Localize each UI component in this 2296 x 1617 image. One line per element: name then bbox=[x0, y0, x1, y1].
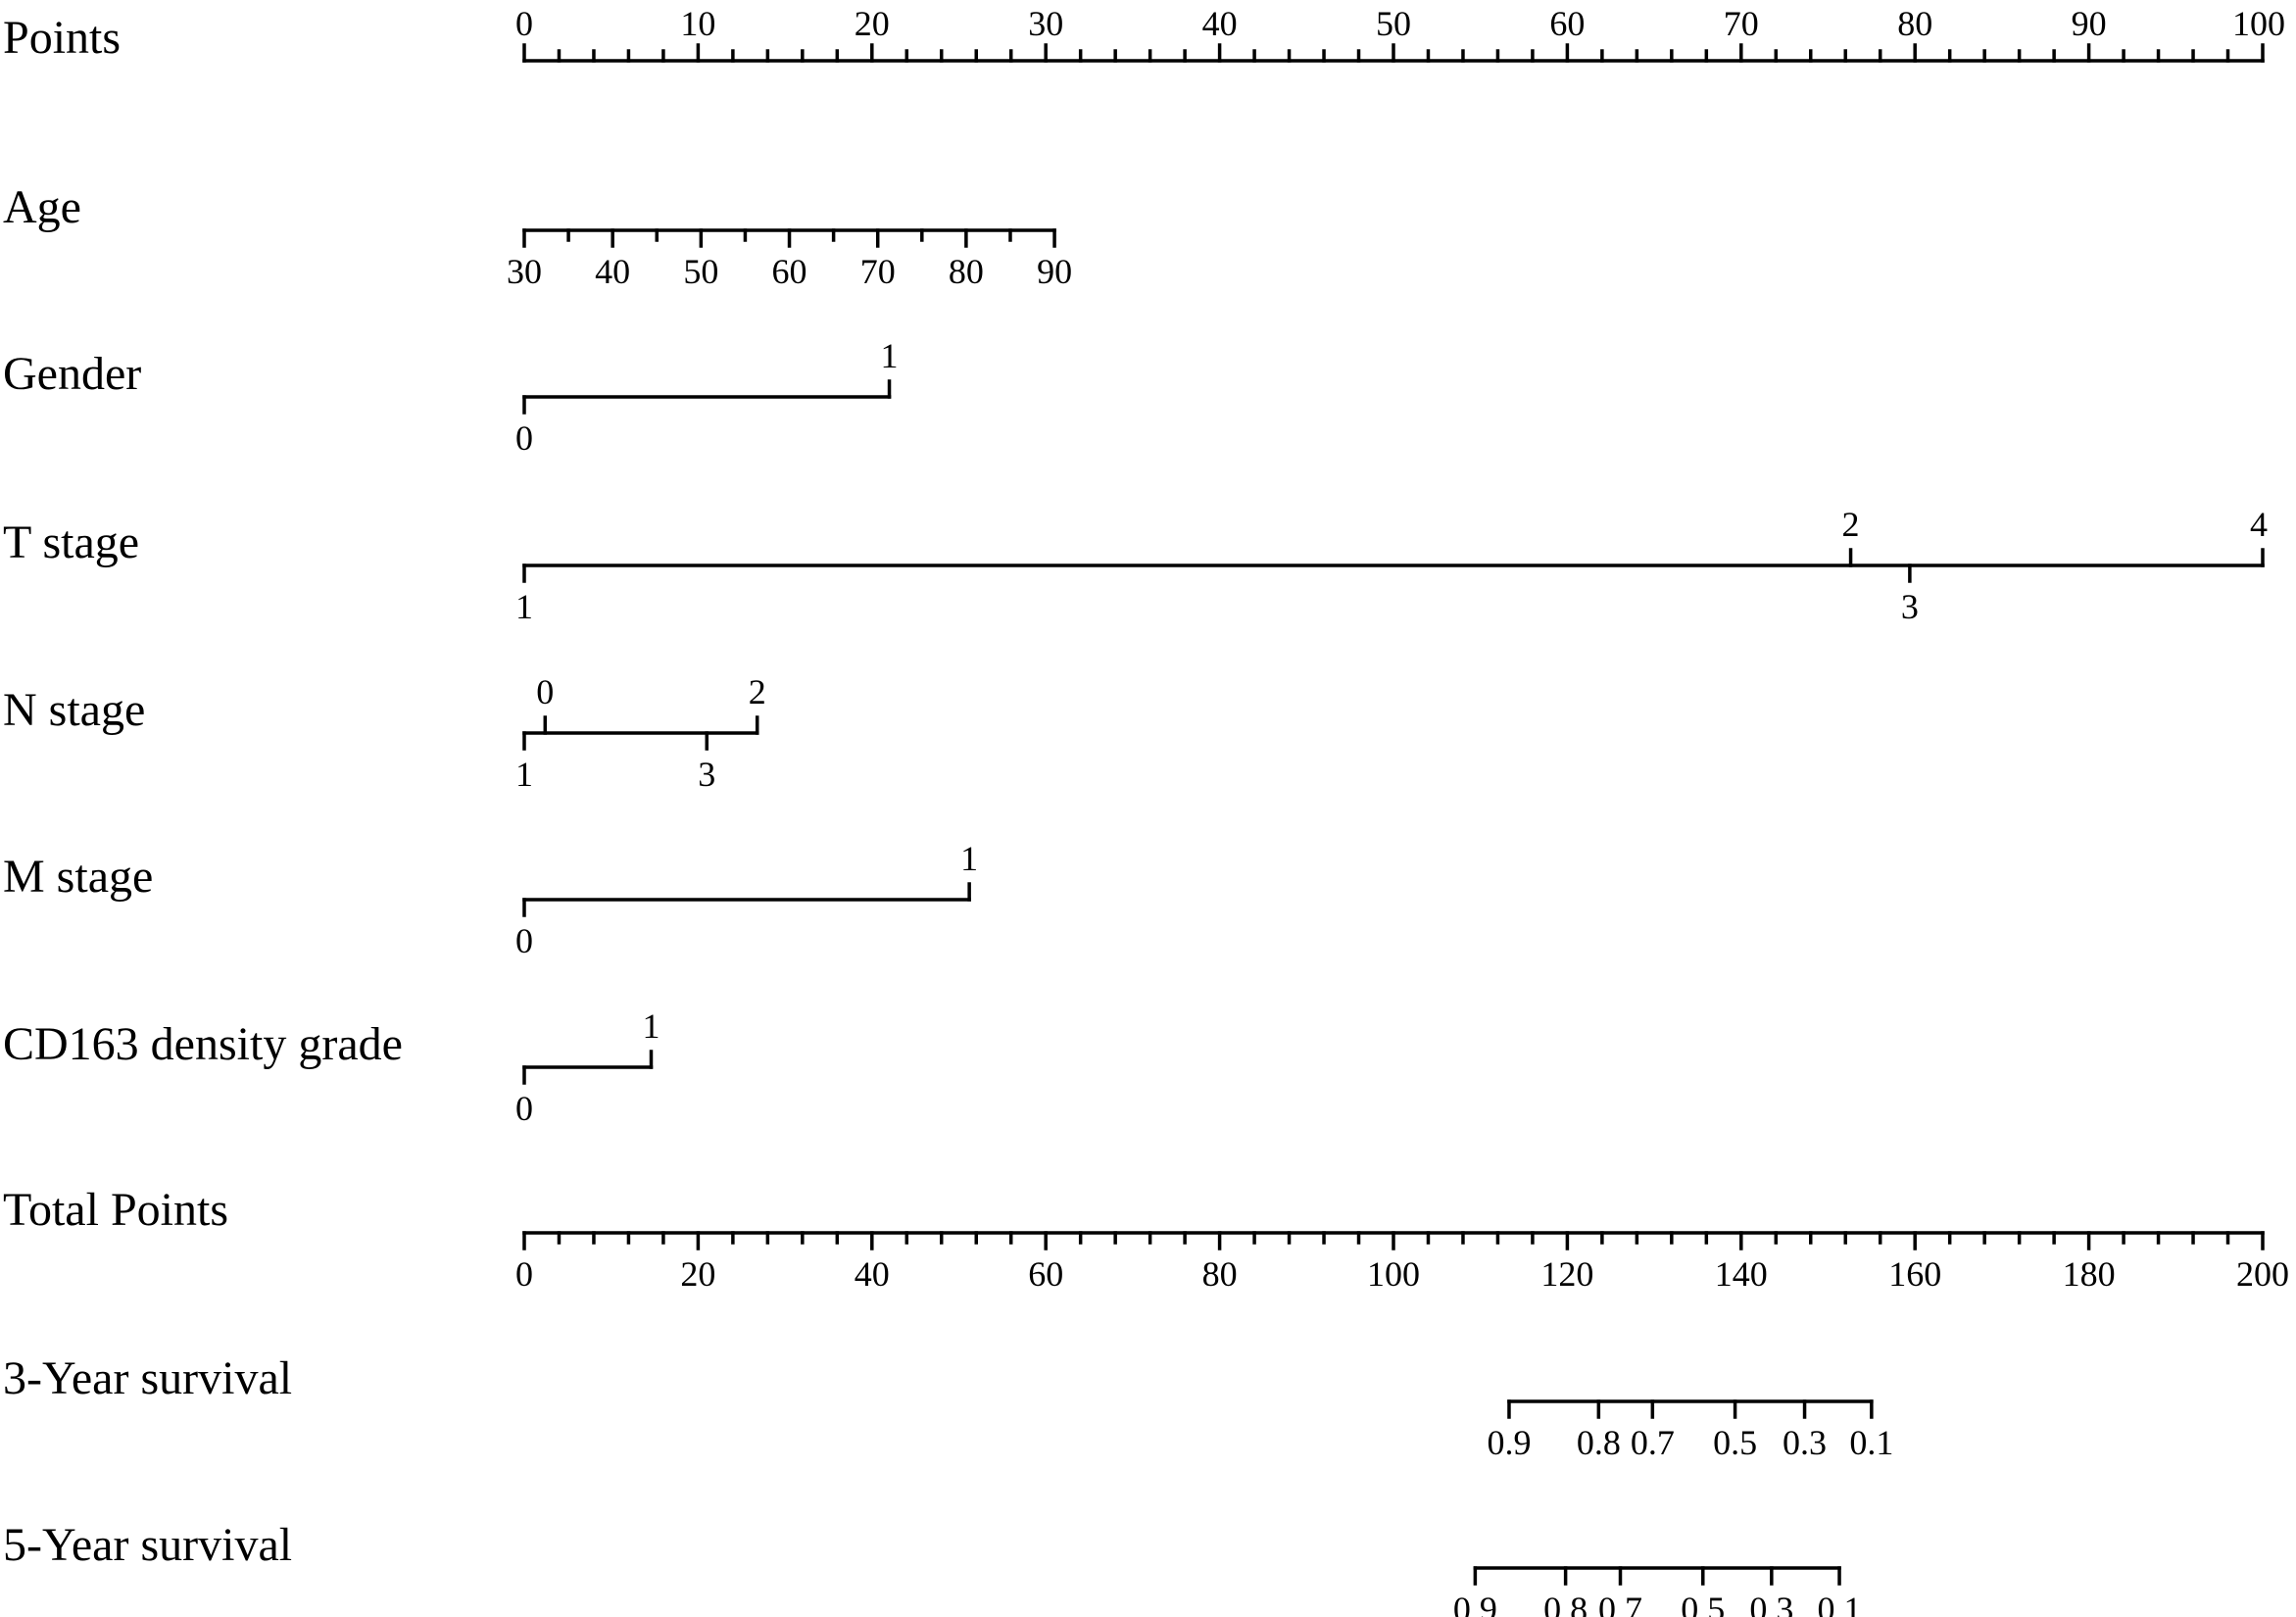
level-label-cd163-density-grade: 0 bbox=[515, 1089, 533, 1128]
tick-label-total-points: 160 bbox=[1888, 1254, 1941, 1294]
row-label-5-year-survival: 5-Year survival bbox=[3, 1519, 292, 1571]
tick-label-total-points: 60 bbox=[1028, 1254, 1063, 1294]
level-label-t-stage: 1 bbox=[515, 587, 533, 626]
tick-label-points: 90 bbox=[2072, 4, 2107, 43]
tick-label-age: 70 bbox=[860, 252, 896, 291]
probability-label-5-year-survival: 0.9 bbox=[1453, 1590, 1497, 1617]
tick-label-total-points: 40 bbox=[855, 1254, 890, 1294]
tick-label-points: 50 bbox=[1376, 4, 1411, 43]
row-label-gender: Gender bbox=[3, 348, 141, 400]
probability-label-3-year-survival: 0.5 bbox=[1713, 1423, 1757, 1462]
level-label-t-stage: 4 bbox=[2250, 505, 2268, 544]
row-label-age: Age bbox=[3, 181, 81, 233]
row-label-t-stage: T stage bbox=[3, 516, 139, 568]
tick-label-age: 80 bbox=[949, 252, 984, 291]
row-label-n-stage: N stage bbox=[3, 684, 145, 736]
level-label-m-stage: 0 bbox=[515, 921, 533, 960]
level-label-n-stage: 1 bbox=[515, 755, 533, 794]
level-label-n-stage: 0 bbox=[536, 672, 554, 711]
tick-label-points: 0 bbox=[515, 4, 533, 43]
probability-label-5-year-survival: 0.5 bbox=[1681, 1590, 1725, 1617]
tick-label-age: 60 bbox=[772, 252, 807, 291]
tick-label-total-points: 200 bbox=[2236, 1254, 2289, 1294]
tick-label-points: 100 bbox=[2232, 4, 2285, 43]
level-label-t-stage: 2 bbox=[1842, 505, 1860, 544]
tick-label-total-points: 20 bbox=[680, 1254, 715, 1294]
tick-label-points: 60 bbox=[1549, 4, 1585, 43]
probability-label-5-year-survival: 0.8 bbox=[1543, 1590, 1588, 1617]
probability-label-3-year-survival: 0.3 bbox=[1783, 1423, 1827, 1462]
row-label-m-stage: M stage bbox=[3, 851, 153, 903]
level-label-gender: 0 bbox=[515, 418, 533, 458]
probability-label-3-year-survival: 0.8 bbox=[1577, 1423, 1621, 1462]
tick-label-total-points: 80 bbox=[1202, 1254, 1238, 1294]
probability-label-5-year-survival: 0.3 bbox=[1749, 1590, 1793, 1617]
tick-label-age: 30 bbox=[507, 252, 542, 291]
probability-label-3-year-survival: 0.9 bbox=[1487, 1423, 1531, 1462]
tick-label-points: 10 bbox=[680, 4, 715, 43]
tick-label-total-points: 100 bbox=[1367, 1254, 1420, 1294]
tick-label-age: 90 bbox=[1037, 252, 1072, 291]
tick-label-total-points: 0 bbox=[515, 1254, 533, 1294]
row-label-3-year-survival: 3-Year survival bbox=[3, 1352, 292, 1404]
level-label-cd163-density-grade: 1 bbox=[643, 1006, 660, 1046]
level-label-n-stage: 3 bbox=[698, 755, 715, 794]
tick-label-age: 50 bbox=[683, 252, 718, 291]
tick-label-points: 80 bbox=[1897, 4, 1932, 43]
probability-label-3-year-survival: 0.1 bbox=[1849, 1423, 1893, 1462]
tick-label-points: 40 bbox=[1202, 4, 1238, 43]
tick-label-total-points: 140 bbox=[1715, 1254, 1768, 1294]
level-label-m-stage: 1 bbox=[960, 839, 978, 878]
level-label-t-stage: 3 bbox=[1901, 587, 1919, 626]
tick-label-age: 40 bbox=[595, 252, 630, 291]
level-label-gender: 1 bbox=[881, 336, 899, 375]
tick-label-total-points: 180 bbox=[2063, 1254, 2116, 1294]
row-label-points: Points bbox=[3, 12, 121, 64]
row-label-cd163-density-grade: CD163 density grade bbox=[3, 1018, 403, 1070]
tick-label-total-points: 120 bbox=[1540, 1254, 1593, 1294]
level-label-n-stage: 2 bbox=[749, 672, 766, 711]
tick-label-points: 20 bbox=[855, 4, 890, 43]
probability-label-3-year-survival: 0.7 bbox=[1631, 1423, 1675, 1462]
row-label-total-points: Total Points bbox=[3, 1184, 228, 1236]
tick-label-points: 30 bbox=[1028, 4, 1063, 43]
tick-label-points: 70 bbox=[1724, 4, 1759, 43]
probability-label-5-year-survival: 0.1 bbox=[1818, 1590, 1862, 1617]
probability-label-5-year-survival: 0.7 bbox=[1598, 1590, 1642, 1617]
